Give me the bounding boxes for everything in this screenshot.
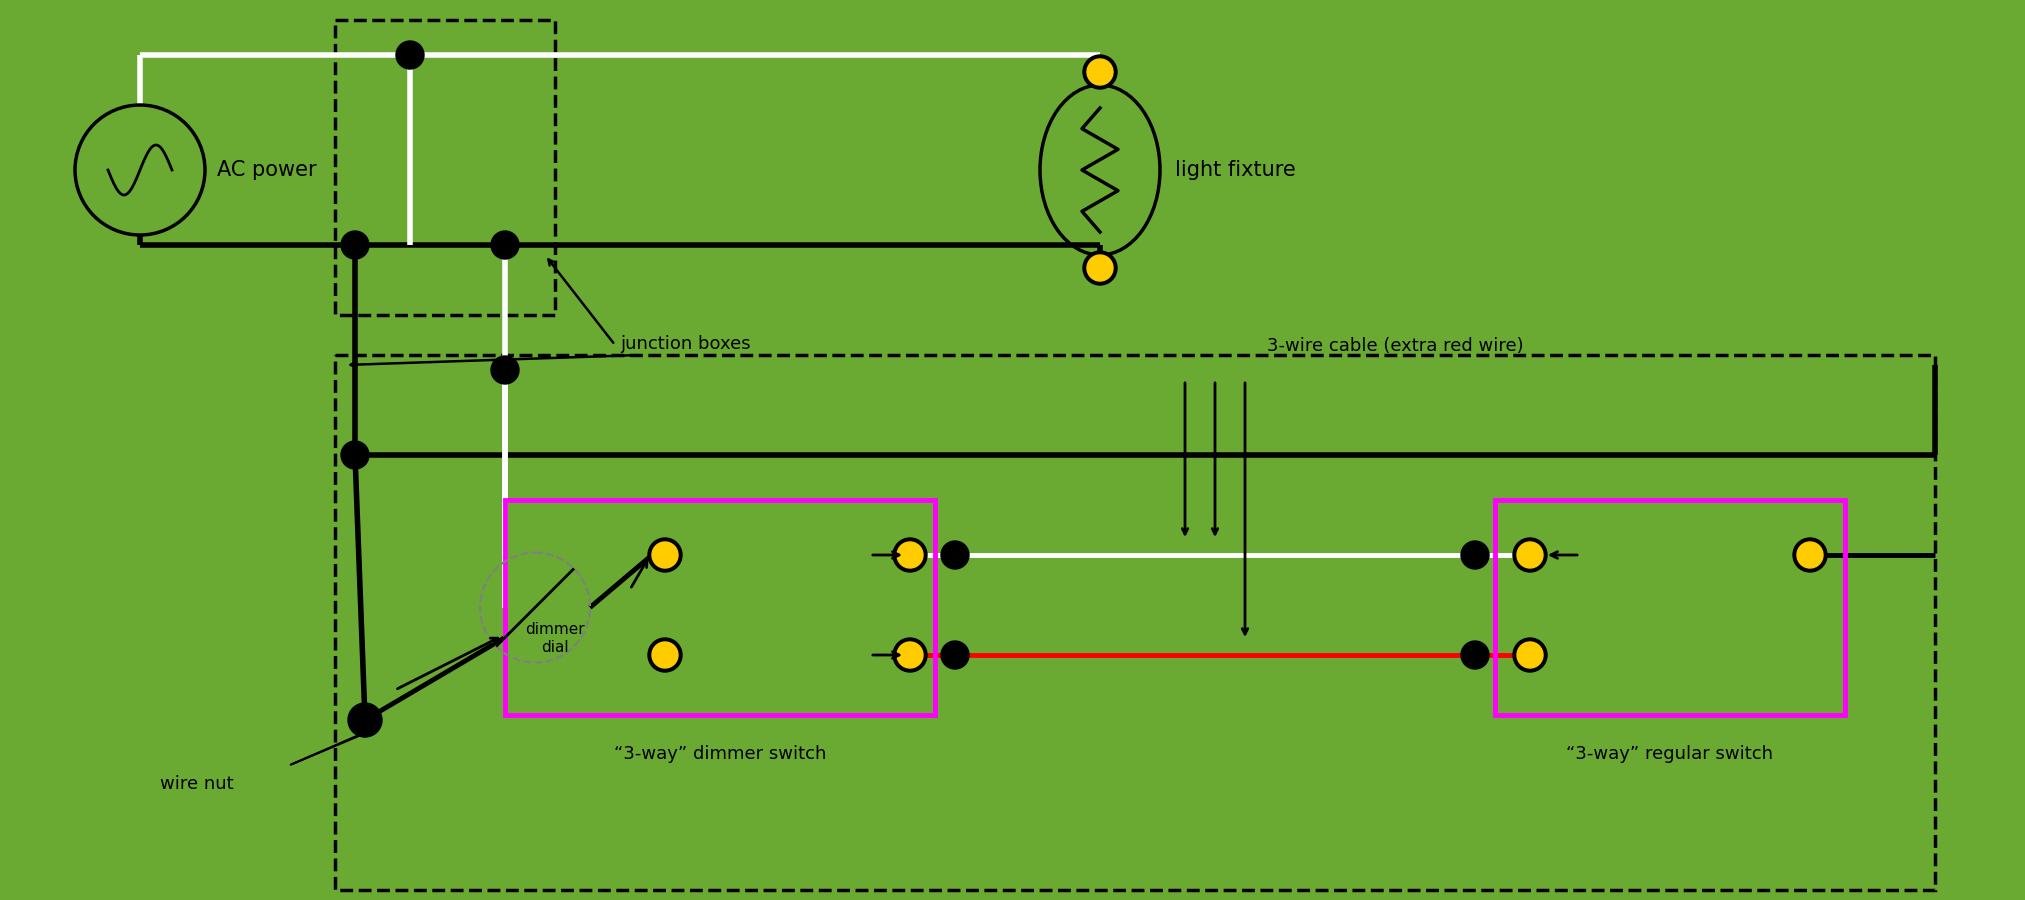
Text: AC power: AC power xyxy=(217,160,316,180)
Bar xyxy=(504,500,936,715)
Circle shape xyxy=(1517,542,1543,568)
Text: “3-way” regular switch: “3-way” regular switch xyxy=(1567,745,1774,763)
Circle shape xyxy=(1792,538,1827,572)
Circle shape xyxy=(942,641,970,669)
Circle shape xyxy=(1460,541,1488,569)
Text: wire nut: wire nut xyxy=(160,775,233,793)
Circle shape xyxy=(893,638,927,672)
Circle shape xyxy=(1796,542,1822,568)
Circle shape xyxy=(1517,642,1543,668)
Circle shape xyxy=(648,638,682,672)
Circle shape xyxy=(1083,251,1118,285)
Bar xyxy=(1494,500,1845,715)
Circle shape xyxy=(1087,255,1114,281)
Circle shape xyxy=(340,231,369,259)
Circle shape xyxy=(340,441,369,469)
Circle shape xyxy=(942,541,970,569)
Text: light fixture: light fixture xyxy=(1174,160,1296,180)
Circle shape xyxy=(897,642,923,668)
Circle shape xyxy=(652,642,678,668)
Circle shape xyxy=(1513,638,1547,672)
Text: dimmer
dial: dimmer dial xyxy=(524,623,585,655)
Circle shape xyxy=(490,356,518,384)
Circle shape xyxy=(1513,538,1547,572)
Circle shape xyxy=(1083,55,1118,89)
Circle shape xyxy=(648,538,682,572)
Text: junction boxes: junction boxes xyxy=(620,335,751,353)
Circle shape xyxy=(1460,641,1488,669)
Text: 3-wire cable (extra red wire): 3-wire cable (extra red wire) xyxy=(1268,337,1523,355)
Circle shape xyxy=(1087,59,1114,85)
Circle shape xyxy=(652,542,678,568)
Circle shape xyxy=(397,41,423,69)
Circle shape xyxy=(490,231,518,259)
Circle shape xyxy=(897,542,923,568)
Bar xyxy=(334,20,555,315)
Circle shape xyxy=(348,703,383,737)
Bar xyxy=(334,355,1936,890)
Circle shape xyxy=(893,538,927,572)
Text: “3-way” dimmer switch: “3-way” dimmer switch xyxy=(614,745,826,763)
